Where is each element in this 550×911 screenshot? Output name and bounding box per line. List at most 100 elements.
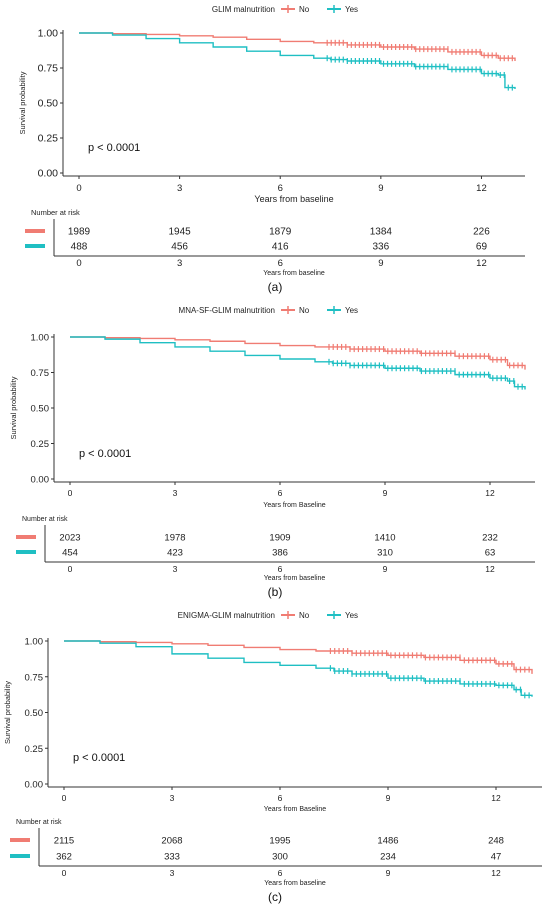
x-tick-label-b-4: 12 (485, 488, 495, 498)
legend-label-yes-b: Yes (345, 306, 358, 315)
risk-x-tick-label-c-3: 9 (386, 868, 391, 878)
legend-title-b: MNA-SF-GLIM malnutrition (179, 306, 275, 315)
x-tick-label-a-4: 12 (476, 183, 487, 194)
legend-label-no-b: No (299, 306, 310, 315)
x-tick-label-a-1: 3 (177, 183, 182, 194)
legend-label-yes-c: Yes (345, 611, 358, 620)
risk-x-tick-label-b-1: 3 (173, 564, 178, 574)
x-axis-label-a: Years from baseline (254, 194, 333, 204)
censor-marks-yes-c (329, 665, 530, 699)
y-axis-label-b: Survival probability (9, 376, 18, 439)
x-tick-label-a-0: 0 (76, 183, 81, 194)
y-tick-label-c-1: 0.25 (25, 744, 44, 755)
risk-value-yes-b-3: 310 (377, 548, 393, 559)
x-tick-label-c-1: 3 (170, 793, 175, 803)
km-panel-a: GLIM malnutrition No Yes 0.00 0.25 0.50 0.75 1.… (0, 0, 550, 298)
km-panel-b: MNA-SF-GLIM malnutrition No Yes 0.00 0.25 0.5… (0, 298, 550, 602)
risk-value-yes-c-1: 333 (164, 852, 180, 863)
risk-value-yes-c-0: 362 (56, 852, 72, 863)
risk-x-tick-label-a-1: 3 (177, 258, 182, 269)
x-tick-label-b-0: 0 (68, 488, 73, 498)
risk-x-tick-label-b-3: 9 (383, 564, 388, 574)
risk-table-title-a: Number at risk (31, 208, 80, 217)
x-tick-label-c-2: 6 (278, 793, 283, 803)
legend-title-c: ENIGMA-GLIM malnutrition (178, 611, 275, 620)
risk-value-yes-c-3: 234 (380, 852, 396, 863)
x-tick-label-b-1: 3 (173, 488, 178, 498)
risk-value-yes-a-1: 456 (171, 242, 188, 253)
panel-caption-c: (c) (268, 890, 282, 904)
y-tick-label-b-2: 0.50 (31, 404, 50, 415)
risk-x-axis-label-a: Years from baseline (263, 270, 325, 277)
risk-table-title-b: Number at risk (22, 516, 68, 523)
risk-value-no-a-3: 1384 (370, 227, 393, 238)
risk-x-tick-label-c-1: 3 (170, 868, 175, 878)
risk-x-tick-label-c-2: 6 (278, 868, 283, 878)
p-value-a: p < 0.0001 (88, 142, 140, 154)
risk-value-yes-b-0: 454 (62, 548, 78, 559)
legend-label-no-a: No (299, 5, 310, 14)
x-tick-label-a-3: 9 (378, 183, 383, 194)
risk-value-no-b-3: 1410 (374, 533, 395, 544)
risk-x-tick-label-b-0: 0 (68, 564, 73, 574)
risk-value-yes-b-4: 63 (485, 548, 496, 559)
km-figure-b: MNA-SF-GLIM malnutrition No Yes 0.00 0.25 0.5… (9, 306, 535, 599)
p-value-c: p < 0.0001 (73, 752, 125, 764)
risk-value-yes-b-2: 386 (272, 548, 288, 559)
y-tick-label-a-1: 0.25 (38, 133, 59, 145)
y-tick-label-b-3: 0.75 (31, 368, 50, 379)
y-tick-label-b-0: 0.00 (31, 475, 50, 486)
survival-curve-no-b (70, 336, 526, 370)
x-tick-label-c-4: 12 (491, 793, 501, 803)
risk-value-yes-c-2: 300 (272, 852, 288, 863)
y-tick-label-c-2: 0.50 (25, 708, 44, 719)
km-figure-a: GLIM malnutrition No Yes 0.00 0.25 0.50 0.75 1.… (18, 5, 525, 294)
x-tick-label-b-3: 9 (383, 488, 388, 498)
risk-value-no-b-2: 1909 (269, 533, 290, 544)
y-tick-label-a-3: 0.75 (38, 63, 59, 75)
risk-x-axis-label-b: Years from baseline (264, 575, 326, 582)
risk-value-yes-a-3: 336 (373, 242, 390, 253)
x-tick-label-c-0: 0 (62, 793, 67, 803)
x-tick-label-c-3: 9 (386, 793, 391, 803)
risk-value-no-b-4: 232 (482, 533, 498, 544)
risk-value-no-a-0: 1989 (68, 227, 91, 238)
risk-value-no-c-0: 2115 (54, 836, 74, 847)
risk-x-tick-label-a-0: 0 (76, 258, 81, 269)
legend-label-yes-a: Yes (345, 5, 358, 14)
risk-value-yes-b-1: 423 (167, 548, 183, 559)
survival-curve-no-c (64, 640, 533, 674)
risk-x-tick-label-b-2: 6 (278, 564, 283, 574)
legend-label-no-c: No (299, 611, 310, 620)
y-tick-label-a-2: 0.50 (38, 98, 59, 110)
risk-value-no-b-1: 1978 (164, 533, 185, 544)
y-tick-label-c-4: 1.00 (25, 637, 44, 648)
censor-marks-yes-b (328, 358, 523, 390)
risk-x-tick-label-b-4: 12 (485, 564, 495, 574)
risk-value-no-a-4: 226 (473, 227, 490, 238)
risk-value-yes-a-0: 488 (71, 242, 88, 253)
risk-x-axis-label-c: Years from baseline (264, 880, 326, 887)
censor-marks-no-a (326, 39, 513, 62)
p-value-b: p < 0.0001 (79, 448, 131, 460)
legend-title-a: GLIM malnutrition (212, 5, 275, 14)
risk-x-tick-label-a-4: 12 (476, 258, 487, 269)
risk-value-no-b-0: 2023 (59, 533, 80, 544)
x-tick-label-a-2: 6 (278, 183, 283, 194)
risk-value-yes-a-2: 416 (272, 242, 289, 253)
y-tick-label-c-3: 0.75 (25, 672, 44, 683)
y-tick-label-b-1: 0.25 (31, 439, 50, 450)
y-axis-label-c: Survival probability (3, 681, 12, 744)
risk-value-no-a-1: 1945 (168, 227, 191, 238)
censor-marks-no-c (329, 648, 530, 673)
y-tick-label-b-4: 1.00 (31, 333, 50, 344)
risk-x-tick-label-a-3: 9 (378, 258, 383, 269)
x-tick-label-b-2: 6 (278, 488, 283, 498)
risk-value-no-c-1: 2068 (161, 836, 182, 847)
censor-marks-no-b (328, 343, 523, 369)
y-tick-label-a-4: 1.00 (38, 28, 59, 40)
risk-x-tick-label-c-4: 12 (491, 868, 501, 878)
y-tick-label-c-0: 0.00 (25, 780, 44, 791)
x-axis-label-b: Years from Baseline (263, 502, 325, 509)
risk-value-yes-a-4: 69 (476, 242, 488, 253)
